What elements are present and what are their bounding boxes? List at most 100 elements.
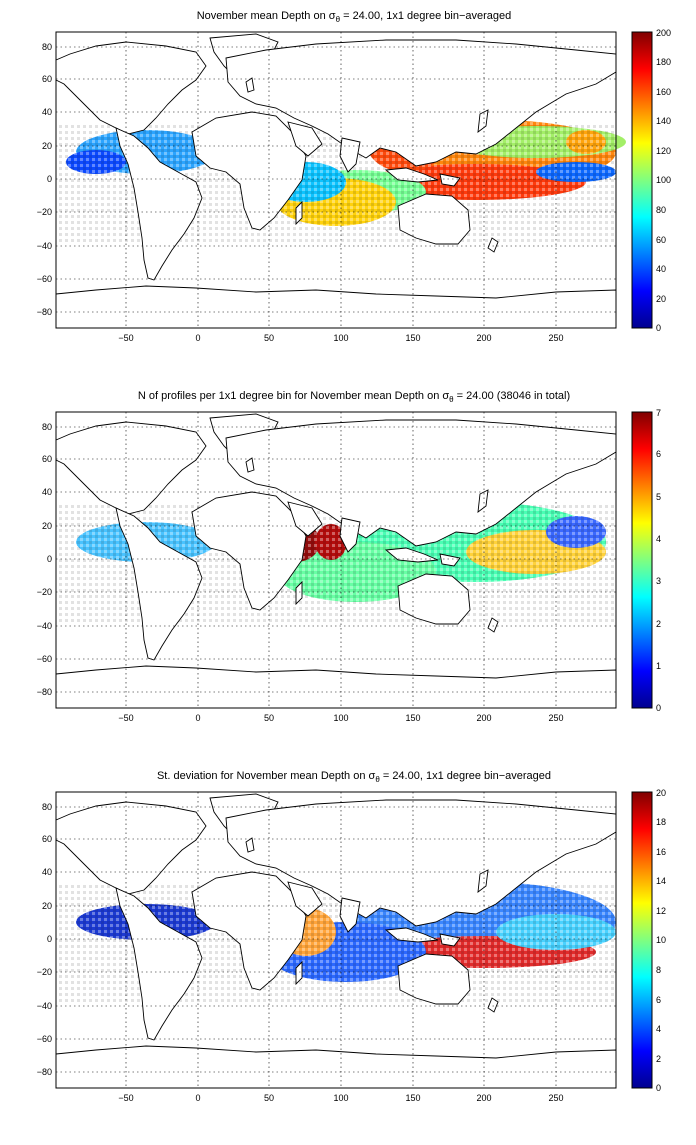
- colorbar-tick: 120: [656, 146, 671, 156]
- colorbar-tick: 14: [656, 876, 666, 886]
- x-tick-label: 50: [264, 713, 274, 723]
- y-tick-label: −20: [37, 587, 52, 597]
- y-axis: 80 60 40 20 0 −20 −40 −60 −80: [37, 42, 52, 317]
- x-tick-label: 100: [333, 1093, 348, 1103]
- y-tick-label: 60: [42, 834, 52, 844]
- x-tick-label: −50: [118, 713, 133, 723]
- y-axis: 80 60 40 20 0 −20 −40 −60 −80: [37, 802, 52, 1077]
- colorbar-tick: 160: [656, 87, 671, 97]
- colorbar-tick: 2: [656, 1054, 661, 1064]
- map-area: [55, 411, 617, 709]
- panel-title: N of profiles per 1x1 degree bin for Nov…: [138, 390, 570, 404]
- colorbar-tick: 0: [656, 323, 661, 333]
- y-tick-label: 60: [42, 74, 52, 84]
- colorbar: 0 1 2 3 4 5 6 7: [631, 408, 661, 713]
- panel-title: November mean Depth on σθ = 24.00, 1x1 d…: [197, 10, 512, 24]
- x-tick-label: 250: [548, 1093, 563, 1103]
- x-tick-label: 100: [333, 713, 348, 723]
- colorbar-tick: 200: [656, 28, 671, 38]
- x-tick-label: 100: [333, 333, 348, 343]
- y-tick-label: 60: [42, 454, 52, 464]
- x-tick-label: −50: [118, 1093, 133, 1103]
- x-tick-label: 250: [548, 713, 563, 723]
- panel-std-deviation: St. deviation for November mean Depth on…: [37, 770, 666, 1103]
- y-tick-label: −20: [37, 967, 52, 977]
- y-tick-label: −80: [37, 1067, 52, 1077]
- y-tick-label: 0: [47, 934, 52, 944]
- x-axis: −50 0 50 100 150 200 250: [118, 1093, 563, 1103]
- y-tick-label: −40: [37, 1001, 52, 1011]
- x-tick-label: 50: [264, 1093, 274, 1103]
- colorbar-tick: 20: [656, 294, 666, 304]
- y-tick-label: 40: [42, 107, 52, 117]
- x-tick-label: 250: [548, 333, 563, 343]
- y-tick-label: −40: [37, 621, 52, 631]
- colorbar-tick: 3: [656, 576, 661, 586]
- colorbar-tick: 1: [656, 661, 661, 671]
- colorbar-tick: 140: [656, 116, 671, 126]
- map-area: [55, 31, 626, 329]
- colorbar-tick: 18: [656, 817, 666, 827]
- x-tick-label: 50: [264, 333, 274, 343]
- colorbar-tick: 2: [656, 619, 661, 629]
- y-tick-label: −40: [37, 241, 52, 251]
- y-tick-label: 80: [42, 422, 52, 432]
- y-tick-label: 40: [42, 867, 52, 877]
- y-tick-label: 20: [42, 901, 52, 911]
- colorbar-tick: 8: [656, 965, 661, 975]
- y-tick-label: 20: [42, 521, 52, 531]
- x-tick-label: 200: [476, 333, 491, 343]
- colorbar-tick: 7: [656, 408, 661, 418]
- x-tick-label: 0: [195, 713, 200, 723]
- colorbar-tick: 20: [656, 788, 666, 798]
- x-tick-label: 0: [195, 1093, 200, 1103]
- y-tick-label: −60: [37, 654, 52, 664]
- colorbar-tick: 0: [656, 1083, 661, 1093]
- colorbar-tick: 6: [656, 449, 661, 459]
- colorbar-tick: 100: [656, 175, 671, 185]
- x-tick-label: 150: [405, 333, 420, 343]
- colorbar-tick: 6: [656, 995, 661, 1005]
- colorbar: 0 2 4 6 8 10 12 14 16 18 20: [631, 788, 666, 1093]
- panel-mean-depth: November mean Depth on σθ = 24.00, 1x1 d…: [37, 10, 671, 343]
- colorbar-tick: 80: [656, 205, 666, 215]
- colorbar-tick: 10: [656, 935, 666, 945]
- y-axis: 80 60 40 20 0 −20 −40 −60 −80: [37, 422, 52, 697]
- colorbar-tick: 5: [656, 492, 661, 502]
- panel-title: St. deviation for November mean Depth on…: [157, 770, 551, 784]
- x-axis: −50 0 50 100 150 200 250: [118, 333, 563, 343]
- panel-profile-count: N of profiles per 1x1 degree bin for Nov…: [37, 390, 661, 723]
- y-tick-label: −60: [37, 274, 52, 284]
- y-tick-label: −60: [37, 1034, 52, 1044]
- y-tick-label: −80: [37, 687, 52, 697]
- colorbar-tick: 4: [656, 534, 661, 544]
- x-tick-label: 150: [405, 1093, 420, 1103]
- grid-lines: [56, 792, 616, 1088]
- grid-lines: [56, 412, 616, 708]
- colorbar-tick: 4: [656, 1024, 661, 1034]
- grid-lines: [56, 32, 616, 328]
- x-axis: −50 0 50 100 150 200 250: [118, 713, 563, 723]
- colorbar-tick: 0: [656, 703, 661, 713]
- y-tick-label: 0: [47, 174, 52, 184]
- x-tick-label: 0: [195, 333, 200, 343]
- colorbar-tick: 180: [656, 57, 671, 67]
- y-tick-label: 80: [42, 802, 52, 812]
- x-tick-label: 200: [476, 713, 491, 723]
- x-tick-label: −50: [118, 333, 133, 343]
- colorbar-tick: 40: [656, 264, 666, 274]
- colorbar-tick: 16: [656, 847, 666, 857]
- map-area: [55, 791, 617, 1089]
- colorbar-tick: 60: [656, 235, 666, 245]
- y-tick-label: 20: [42, 141, 52, 151]
- colorbar-tick: 12: [656, 906, 666, 916]
- x-tick-label: 150: [405, 713, 420, 723]
- colorbar: 0 20 40 60 80 100 120 140 160 180 200: [631, 28, 671, 333]
- y-tick-label: −80: [37, 307, 52, 317]
- y-tick-label: 80: [42, 42, 52, 52]
- y-tick-label: −20: [37, 207, 52, 217]
- y-tick-label: 0: [47, 554, 52, 564]
- x-tick-label: 200: [476, 1093, 491, 1103]
- y-tick-label: 40: [42, 487, 52, 497]
